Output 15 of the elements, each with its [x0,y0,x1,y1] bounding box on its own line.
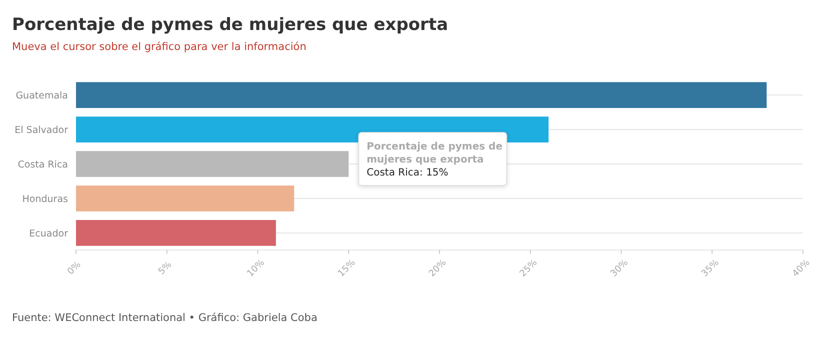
chart-title: Porcentaje de pymes de mujeres que exporta [12,15,448,35]
y-tick-label: El Salvador [14,124,68,136]
x-tick-label: 5% [156,260,174,278]
y-tick-label: Costa Rica [18,159,68,170]
source-note: Fuente: WEConnect International • Gráfico: Gabriela Coba [12,312,318,324]
y-tick-label: Honduras [22,194,68,205]
x-tick-label: 0% [66,260,84,278]
bar [76,151,349,177]
chart-subtitle: Mueva el cursor sobre el gráfico para ver la información [12,41,306,53]
bar [76,82,767,108]
y-tick-label: Guatemala [16,90,68,102]
y-tick-label: Ecuador [29,228,68,240]
annotation: Porcentaje de pymes de mujeres que exporta Costa Rica: 15% [366,142,503,178]
bar [76,220,276,246]
bar [76,186,294,212]
